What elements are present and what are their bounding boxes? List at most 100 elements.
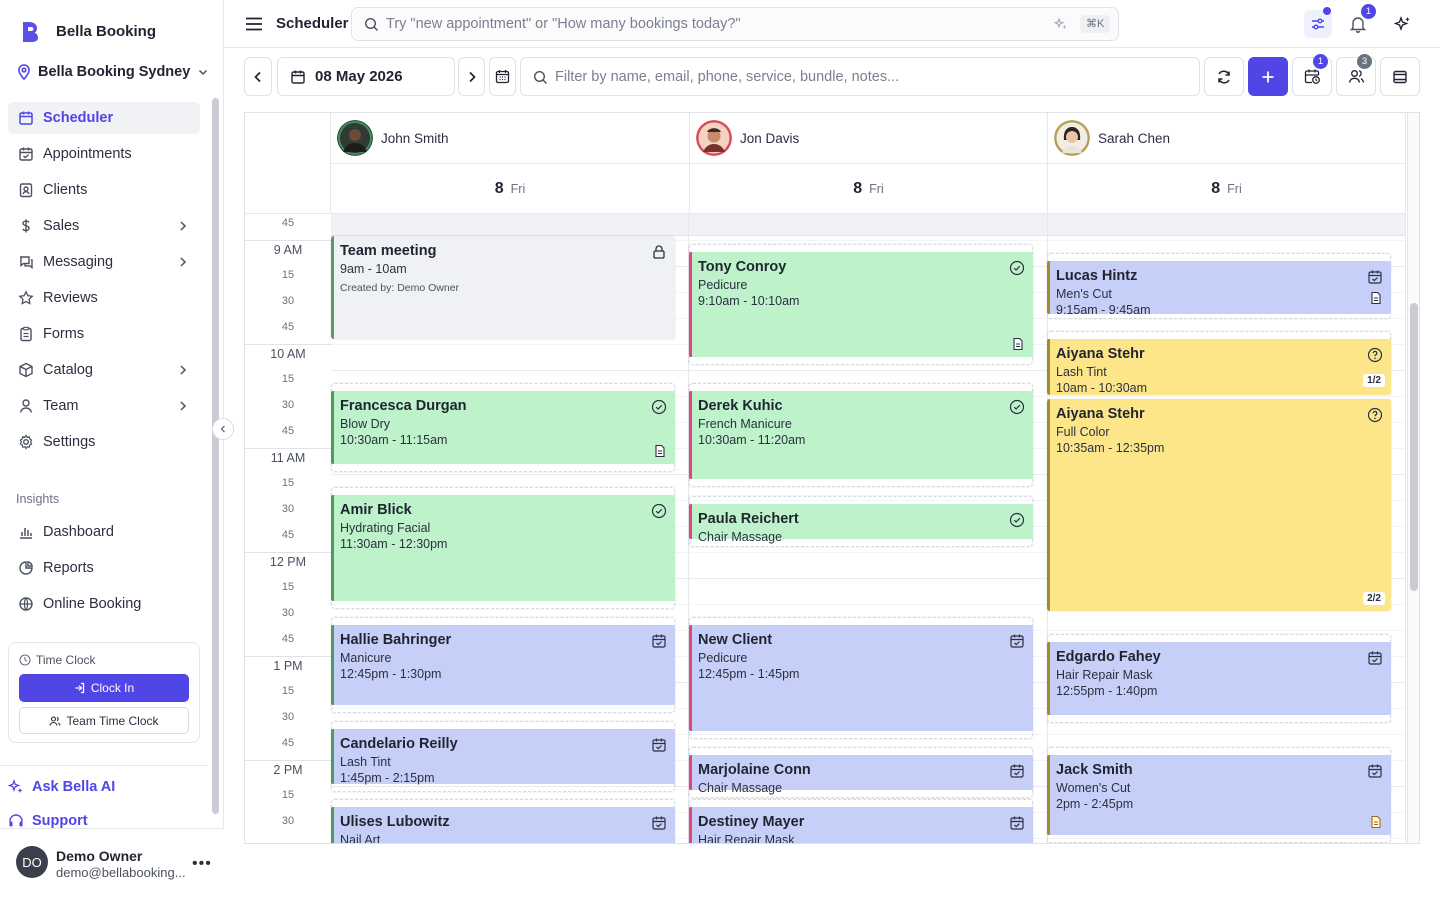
- calendar-check-icon: [18, 146, 34, 162]
- staff-name: Jon Davis: [740, 130, 800, 146]
- more-options-icon[interactable]: •••: [192, 855, 212, 872]
- question-circle-icon: [1367, 407, 1383, 423]
- chevron-right-icon: [176, 399, 190, 413]
- appointment-card[interactable]: Lucas Hintz Men's Cut 9:15am - 9:45am: [1047, 253, 1391, 319]
- appointment-card[interactable]: Francesca Durgan Blow Dry 10:30am - 11:1…: [331, 383, 675, 472]
- sidebar: Bella Booking Bella Booking Sydney Sched…: [0, 0, 234, 900]
- staff-column[interactable]: [331, 214, 689, 843]
- nav-label: Online Booking: [43, 596, 142, 612]
- command-search[interactable]: Try "new appointment" or "How many booki…: [351, 7, 1119, 41]
- box-icon: [18, 362, 34, 378]
- brand[interactable]: Bella Booking: [20, 20, 156, 42]
- user-profile[interactable]: DO Demo Owner demo@bellabooking... •••: [0, 828, 224, 900]
- plus-icon: [1260, 69, 1276, 85]
- refresh-icon: [1216, 69, 1232, 85]
- collapse-sidebar-button[interactable]: [212, 418, 234, 440]
- refresh-button[interactable]: [1204, 57, 1244, 96]
- grid-line: [331, 370, 1405, 371]
- layout-icon: [1392, 69, 1408, 85]
- team-time-clock-button[interactable]: Team Time Clock: [19, 707, 189, 734]
- check-circle-icon: [651, 503, 667, 519]
- document-icon: [1369, 815, 1383, 829]
- time-clock-title: Time Clock: [19, 653, 96, 667]
- nav-item-clients[interactable]: Clients: [8, 174, 200, 206]
- calendar-check-icon: [651, 815, 667, 831]
- nav-item-settings[interactable]: Settings: [8, 426, 200, 458]
- hour-label: 2 PM: [273, 763, 303, 777]
- appointment-card[interactable]: Candelario Reilly Lash Tint 1:45pm - 2:1…: [331, 721, 675, 792]
- message-icon: [18, 254, 34, 270]
- divider: [245, 213, 1405, 214]
- nav-item-forms[interactable]: Forms: [8, 318, 200, 350]
- notifications-button[interactable]: 1: [1344, 4, 1376, 38]
- appointment-card[interactable]: Ulises Lubowitz Nail Art: [331, 799, 675, 843]
- next-day-button[interactable]: [458, 57, 485, 96]
- clock-in-button[interactable]: Clock In: [19, 674, 189, 702]
- filter-input[interactable]: Filter by name, email, phone, service, b…: [520, 57, 1200, 96]
- hour-label: 11 AM: [270, 451, 306, 465]
- hour-label: 12 PM: [269, 555, 307, 569]
- calendar-scrollbar[interactable]: [1410, 303, 1418, 591]
- quarter-label: 15: [281, 789, 295, 801]
- nav-item-team[interactable]: Team: [8, 390, 200, 422]
- user-icon: [18, 398, 34, 414]
- calendar-view-button[interactable]: [489, 57, 516, 96]
- sliders-button[interactable]: [1304, 7, 1332, 38]
- nav-item-online-booking[interactable]: Online Booking: [8, 588, 200, 620]
- appointment-card[interactable]: Destiney Mayer Hair Repair Mask: [689, 799, 1033, 843]
- brand-name: Bella Booking: [56, 22, 157, 40]
- bella-logo-icon: [20, 20, 42, 42]
- sidebar-scrollbar[interactable]: [212, 98, 219, 814]
- appointment-card[interactable]: Derek Kuhic French Manicure 10:30am - 11…: [689, 383, 1033, 487]
- calendar-clock-icon: [1304, 68, 1321, 85]
- sparkles-icon: [1054, 17, 1068, 31]
- nav-item-reports[interactable]: Reports: [8, 552, 200, 584]
- appointment-card[interactable]: Team meeting 9am - 10am Created by: Demo…: [331, 236, 675, 339]
- appointment-card[interactable]: New Client Pedicure 12:45pm - 1:45pm: [689, 617, 1033, 739]
- appointment-card[interactable]: Paula Reichert Chair Massage: [689, 496, 1033, 547]
- location-switcher[interactable]: Bella Booking Sydney: [16, 64, 210, 80]
- staff-column-header[interactable]: John Smith 8 Fri: [331, 113, 690, 214]
- staff-column-header[interactable]: Sarah Chen 8 Fri: [1048, 113, 1406, 214]
- series-badge: 2/2: [1363, 592, 1385, 605]
- previous-day-button[interactable]: [244, 57, 272, 96]
- nav-item-scheduler[interactable]: Scheduler: [8, 102, 200, 134]
- nav-item-reviews[interactable]: Reviews: [8, 282, 200, 314]
- quarter-label: 15: [281, 269, 295, 281]
- ai-assistant-button[interactable]: [1389, 10, 1417, 38]
- ask-bella-ai-link[interactable]: Ask Bella AI: [8, 779, 115, 795]
- date-picker[interactable]: 08 May 2026: [277, 57, 455, 96]
- appointment-card[interactable]: Edgardo Fahey Hair Repair Mask 12:55pm -…: [1047, 634, 1391, 723]
- nav-item-catalog[interactable]: Catalog: [8, 354, 200, 386]
- staff-column[interactable]: [1048, 214, 1406, 843]
- page-title: Scheduler: [276, 15, 349, 32]
- chevron-right-icon: [176, 363, 190, 377]
- appointment-card[interactable]: Amir Blick Hydrating Facial 11:30am - 12…: [331, 487, 675, 609]
- nav-item-appointments[interactable]: Appointments: [8, 138, 200, 170]
- appointment-card[interactable]: Tony Conroy Pedicure 9:10am - 10:10am: [689, 244, 1033, 365]
- appointment-card[interactable]: Hallie Bahringer Manicure 12:45pm - 1:30…: [331, 617, 675, 713]
- view-layout-button[interactable]: [1380, 57, 1420, 96]
- appointment-card[interactable]: Aiyana Stehr Lash Tint 10am - 10:30am 1/…: [1047, 331, 1391, 395]
- staff-column-header[interactable]: Jon Davis 8 Fri: [690, 113, 1048, 214]
- waitlist-button[interactable]: 1: [1292, 54, 1332, 96]
- nav-item-messaging[interactable]: Messaging: [8, 246, 200, 278]
- grid-line: [331, 240, 1405, 241]
- quarter-label: 45: [281, 321, 295, 333]
- quarter-label: 15: [281, 477, 295, 489]
- nav-item-dashboard[interactable]: Dashboard: [8, 516, 200, 548]
- hour-line: [245, 552, 331, 553]
- bell-icon: [1349, 15, 1367, 33]
- search-placeholder: Try "new appointment" or "How many booki…: [386, 16, 741, 32]
- chevron-right-icon: [176, 255, 190, 269]
- nav-item-sales[interactable]: Sales: [8, 210, 200, 242]
- add-appointment-button[interactable]: [1248, 57, 1288, 96]
- staff-name: Sarah Chen: [1098, 130, 1171, 146]
- sparkles-icon: [8, 779, 24, 795]
- staff-filter-button[interactable]: 3: [1336, 54, 1376, 96]
- appointment-card[interactable]: Aiyana Stehr Full Color 10:35am - 12:35p…: [1047, 399, 1391, 611]
- appointment-card[interactable]: Marjolaine Conn Chair Massage: [689, 747, 1033, 798]
- support-link[interactable]: Support: [8, 811, 88, 831]
- menu-icon[interactable]: [244, 14, 264, 34]
- appointment-card[interactable]: Jack Smith Women's Cut 2pm - 2:45pm: [1047, 747, 1391, 843]
